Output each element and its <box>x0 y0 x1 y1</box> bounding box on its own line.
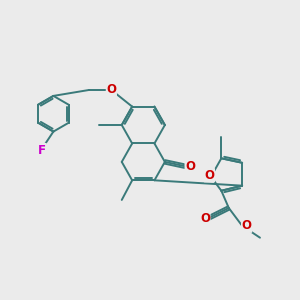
Text: O: O <box>200 212 210 225</box>
Text: O: O <box>242 219 252 232</box>
Text: O: O <box>185 160 195 173</box>
Text: O: O <box>204 169 214 182</box>
Text: O: O <box>106 83 116 97</box>
Text: F: F <box>38 143 46 157</box>
